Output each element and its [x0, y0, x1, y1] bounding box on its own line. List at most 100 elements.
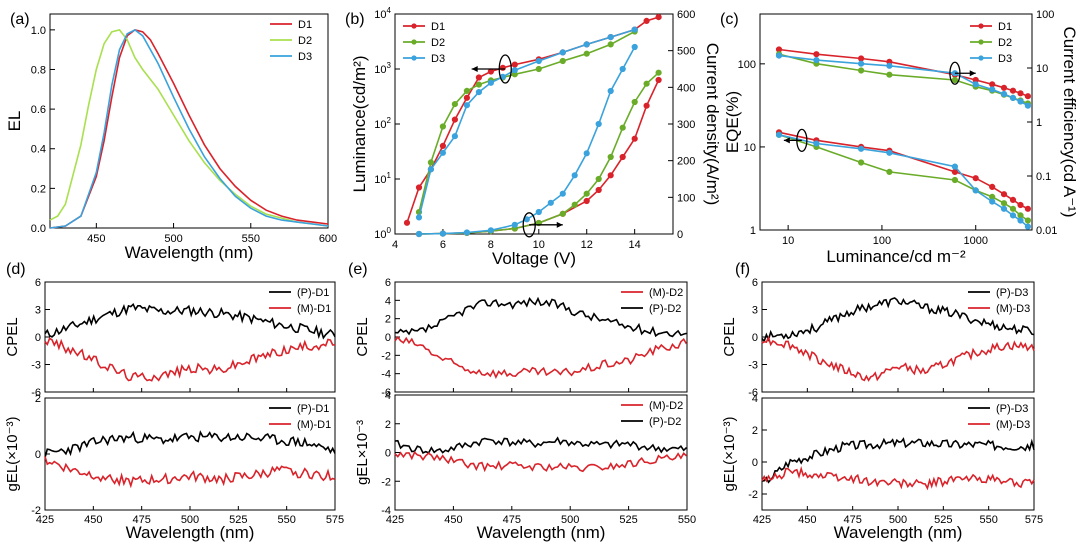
x-tick-label: 10 — [782, 235, 794, 247]
ce-D3-marker — [972, 81, 979, 88]
cd-D3-marker — [571, 172, 578, 179]
y-axis-label: gEL(×10⁻³) — [4, 416, 21, 491]
x-tick-label: 550 — [277, 514, 295, 526]
y-tick-label: 103 — [374, 61, 391, 76]
series-D3-line — [49, 28, 329, 229]
y-tick-label: 0 — [35, 449, 41, 461]
lum-D1-marker — [487, 68, 494, 75]
arrowhead-left — [783, 137, 790, 144]
y-tick-label: 101 — [374, 171, 391, 186]
series-(M)-D2-line — [394, 450, 688, 473]
y2-tick-label: 10 — [1036, 63, 1048, 75]
cd-D3-marker — [631, 43, 638, 51]
y2-tick-label: 300 — [677, 119, 695, 131]
x-tick-label: 10 — [533, 239, 545, 251]
eqe-D2-marker — [1009, 205, 1017, 212]
panel-f-top: -6 -3 0 3 6 CPEL (f) (P)-D3 (M)-D3 — [721, 261, 1035, 399]
series-(M)-D1-line — [44, 456, 336, 489]
eqe-D1-marker — [1000, 191, 1008, 198]
lum-D1-marker — [655, 14, 662, 21]
y-axis-label: Luminance(cd/m²) — [350, 56, 369, 193]
x-tick-label: 450 — [87, 233, 105, 245]
x-tick-label: 8 — [488, 239, 494, 251]
y-tick-label: 3 — [35, 305, 41, 317]
x-axis-label: Luminance/cd m⁻² — [826, 247, 966, 266]
legend-marker — [411, 55, 417, 61]
legend-label: (P)-D3 — [996, 287, 1028, 299]
eqe-D2-marker — [1017, 212, 1024, 219]
y2-tick-label: 0 — [677, 229, 683, 241]
x-axis-label: Wavelength (nm) — [477, 523, 606, 542]
ce-D3-marker — [1017, 98, 1024, 105]
lum-D2-marker — [475, 81, 482, 88]
y-tick-exponent: 0 — [387, 226, 392, 235]
arrowhead-right — [556, 221, 563, 228]
cd-D2-marker — [571, 201, 578, 208]
eqe-D2-marker — [1024, 217, 1032, 224]
ce-D3-marker — [886, 62, 893, 69]
panel-label: (d) — [6, 261, 26, 278]
cd-D3-marker — [487, 227, 494, 234]
plot-frame — [394, 394, 688, 511]
panel-d-top: -6 -3 0 3 6 CPEL (d) (P)-D1 (M)-D1 — [4, 261, 336, 399]
y-tick-label: -4 — [381, 505, 391, 517]
legend-label: D1 — [998, 21, 1012, 33]
x-tick-label: 425 — [36, 514, 54, 526]
panel-label: (c) — [720, 11, 739, 28]
eqe-D3-marker — [989, 198, 996, 205]
lum-D1-marker — [511, 61, 518, 68]
y-tick-label: 102 — [374, 116, 391, 131]
panel-label: (e) — [348, 261, 368, 278]
panel-c: 10 100 10001101000.010.1110100Luminance/cd… — [720, 9, 1079, 266]
eqe-D3-marker — [972, 187, 979, 194]
cd-D3-marker — [619, 65, 626, 73]
y-axis-label: gEL×10⁻³ — [354, 420, 371, 485]
y2-tick-label: 600 — [677, 9, 695, 21]
legend-label: D2 — [998, 37, 1012, 49]
lum-D3-marker — [451, 133, 458, 140]
eqe-D3-marker — [1009, 212, 1017, 219]
ce-D1-marker — [1000, 84, 1008, 91]
lum-D2-marker — [535, 65, 542, 73]
x-tick-label: 550 — [242, 233, 260, 245]
legend-marker — [411, 23, 417, 29]
series-(M)-D1-line — [44, 337, 335, 382]
y-tick-label: 2 — [385, 419, 391, 431]
cd-D3-marker — [415, 230, 423, 238]
plot-frame — [44, 281, 336, 393]
eqe-D3-marker — [813, 140, 820, 147]
lum-D3-marker — [511, 67, 518, 74]
x-tick-label: 525 — [229, 514, 247, 526]
legend-label: D3 — [298, 51, 312, 63]
panel-e-top: -6 -4 -2 0 2 4 6 CPEL (e) (M)-D2 (P)-D2 — [348, 261, 688, 399]
ce-D1-marker — [989, 81, 996, 88]
eqe-D1-marker — [1024, 205, 1032, 212]
lum-D3-marker — [535, 57, 542, 65]
y2-tick-label: 1 — [1036, 117, 1042, 129]
legend-label: D3 — [998, 53, 1012, 65]
x-tick-label: 475 — [843, 514, 861, 526]
x-tick-label: 500 — [889, 514, 907, 526]
x-tick-label: 450 — [798, 514, 816, 526]
y-tick-label: -6 — [381, 387, 391, 399]
y-tick-exponent: 1 — [387, 171, 392, 180]
eqe-D2-marker — [858, 159, 865, 166]
x-tick-label: 500 — [181, 514, 199, 526]
lum-D1-marker — [463, 94, 470, 101]
y2-axis-label: Current efficiency(cd A⁻¹) — [1060, 26, 1079, 217]
y-tick-label: 2 — [385, 314, 391, 326]
legend-marker — [978, 23, 984, 29]
series-(P)-D2-line — [394, 296, 687, 338]
y-tick-label: -3 — [31, 360, 41, 372]
lum-D1-marker — [439, 142, 446, 149]
y-tick-exponent: 3 — [387, 61, 392, 70]
legend-label: D1 — [431, 21, 445, 33]
y2-tick-label: 200 — [677, 156, 695, 168]
eqe-D1-marker — [972, 175, 979, 182]
eqe-D1-marker — [1017, 201, 1024, 209]
y-tick-label: 104 — [374, 6, 391, 21]
y-tick-label: 4 — [752, 393, 758, 405]
ce-D1-marker — [858, 55, 865, 62]
y-tick-label: 6 — [385, 277, 391, 289]
ce-D1-marker — [813, 51, 820, 58]
